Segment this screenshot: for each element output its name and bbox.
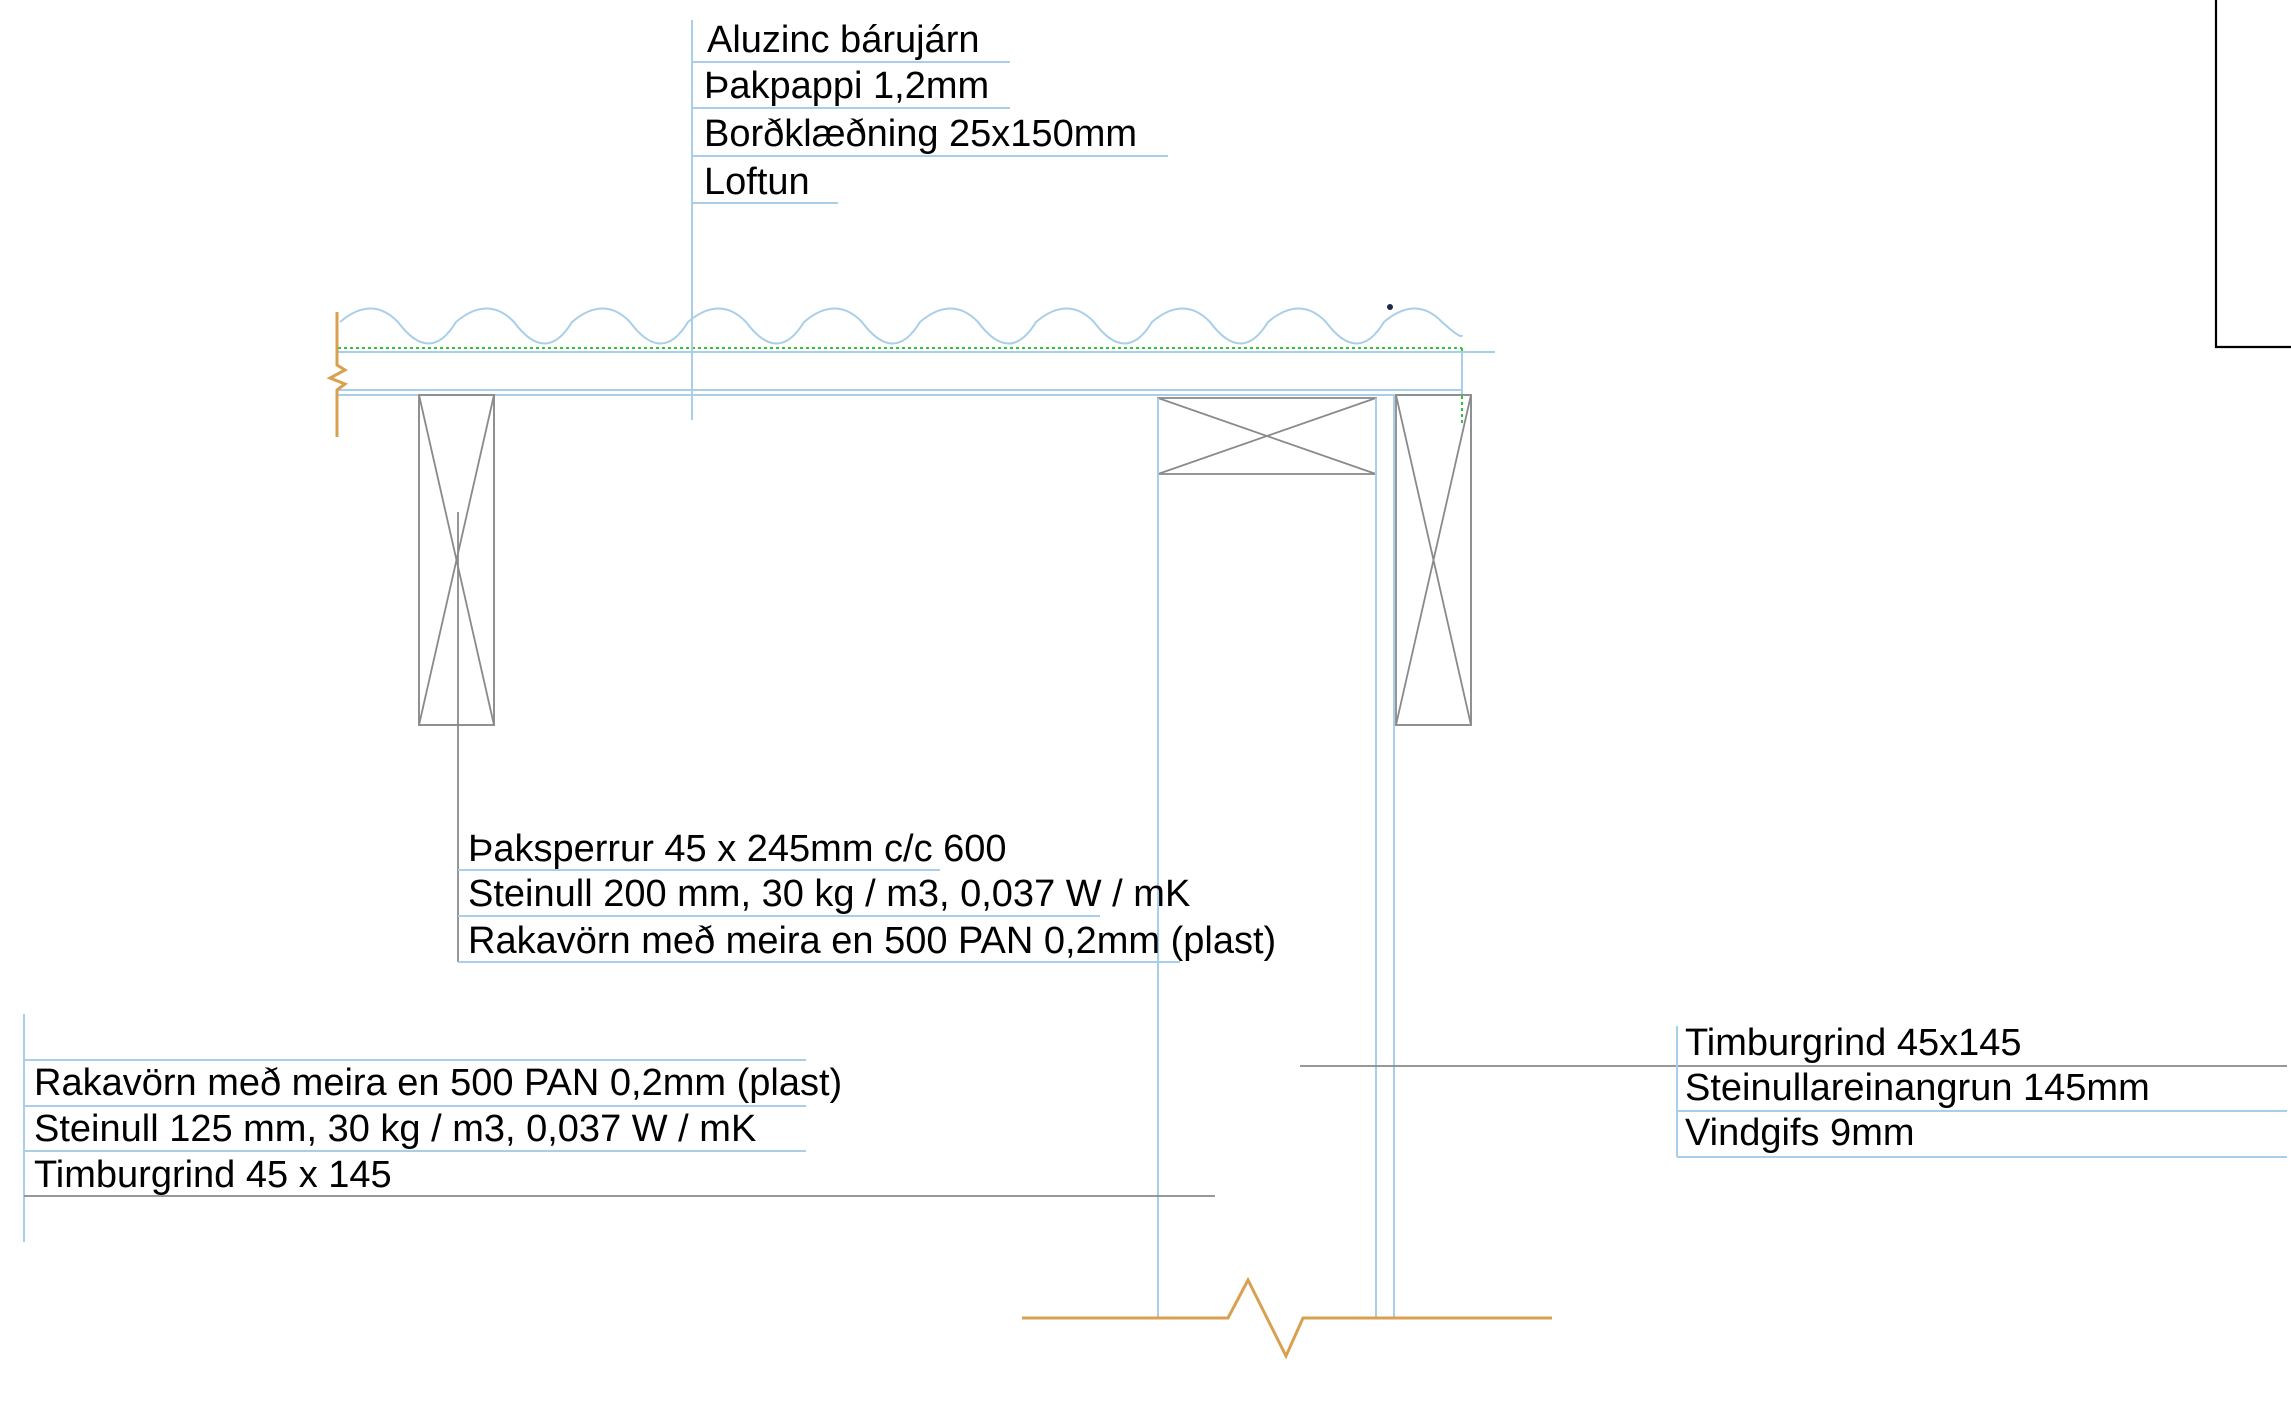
inner-wall-layers-callout: Rakavörn með meira en 500 PAN 0,2mm (pla…: [23, 1014, 1215, 1242]
rafter-layer-label-1: Þaksperrur 45 x 245mm c/c 600: [468, 828, 1007, 870]
title-block-frame: [2214, 0, 2291, 349]
roof-layer-label-2: Þakpappi 1,2mm: [704, 65, 989, 107]
top-plate-cross-b: [1157, 397, 1377, 475]
rafter-right-cross-b: [1395, 394, 1472, 726]
roof-layer-label-3: Borðklæðning 25x150mm: [704, 113, 1137, 155]
rafter-left-section: [418, 394, 495, 726]
rafter-right: [1393, 394, 1472, 726]
roof-layer-label-1: Aluzinc bárujárn: [707, 19, 979, 61]
rafter-layers-callout: Þaksperrur 45 x 245mm c/c 600 Steinull 2…: [457, 512, 1276, 963]
rafter-left: [418, 394, 495, 726]
outer-wall-layer-label-3: Vindgifs 9mm: [1685, 1112, 1915, 1154]
inner-wall-layer-label-3: Timburgrind 45 x 145: [34, 1154, 392, 1196]
inner-wall-layer-label-1: Rakavörn með meira en 500 PAN 0,2mm (pla…: [34, 1062, 842, 1104]
wall-break-line: [1022, 1276, 1552, 1360]
roof-assembly: [326, 304, 1495, 437]
outer-wall-layer-label-1: Timburgrind 45x145: [1685, 1022, 2022, 1064]
rafter-left-cross-b: [418, 394, 495, 726]
roof-layer-label-4: Loftun: [704, 161, 810, 203]
outer-wall-layer-label-2: Steinullareinangrun 145mm: [1685, 1067, 2150, 1109]
outer-wall-layers-callout: Timburgrind 45x145 Steinullareinangrun 1…: [1300, 1022, 2287, 1158]
inner-wall-layer-label-2: Steinull 125 mm, 30 kg / m3, 0,037 W / m…: [34, 1108, 756, 1150]
corrugated-roof-sheet: [339, 307, 1463, 345]
wall-assembly: [1022, 395, 1552, 1360]
rafter-layer-label-3: Rakavörn með meira en 500 PAN 0,2mm (pla…: [468, 920, 1276, 962]
rafter-layer-label-2: Steinull 200 mm, 30 kg / m3, 0,037 W / m…: [468, 873, 1190, 915]
wall-top-plate: [1157, 397, 1377, 475]
reference-dot: [1387, 304, 1393, 310]
roof-layers-callout: Aluzinc bárujárn Þakpappi 1,2mm Borðklæð…: [691, 19, 1168, 420]
roof-break-line: [326, 312, 349, 437]
rafter-right-section: [1395, 394, 1472, 726]
